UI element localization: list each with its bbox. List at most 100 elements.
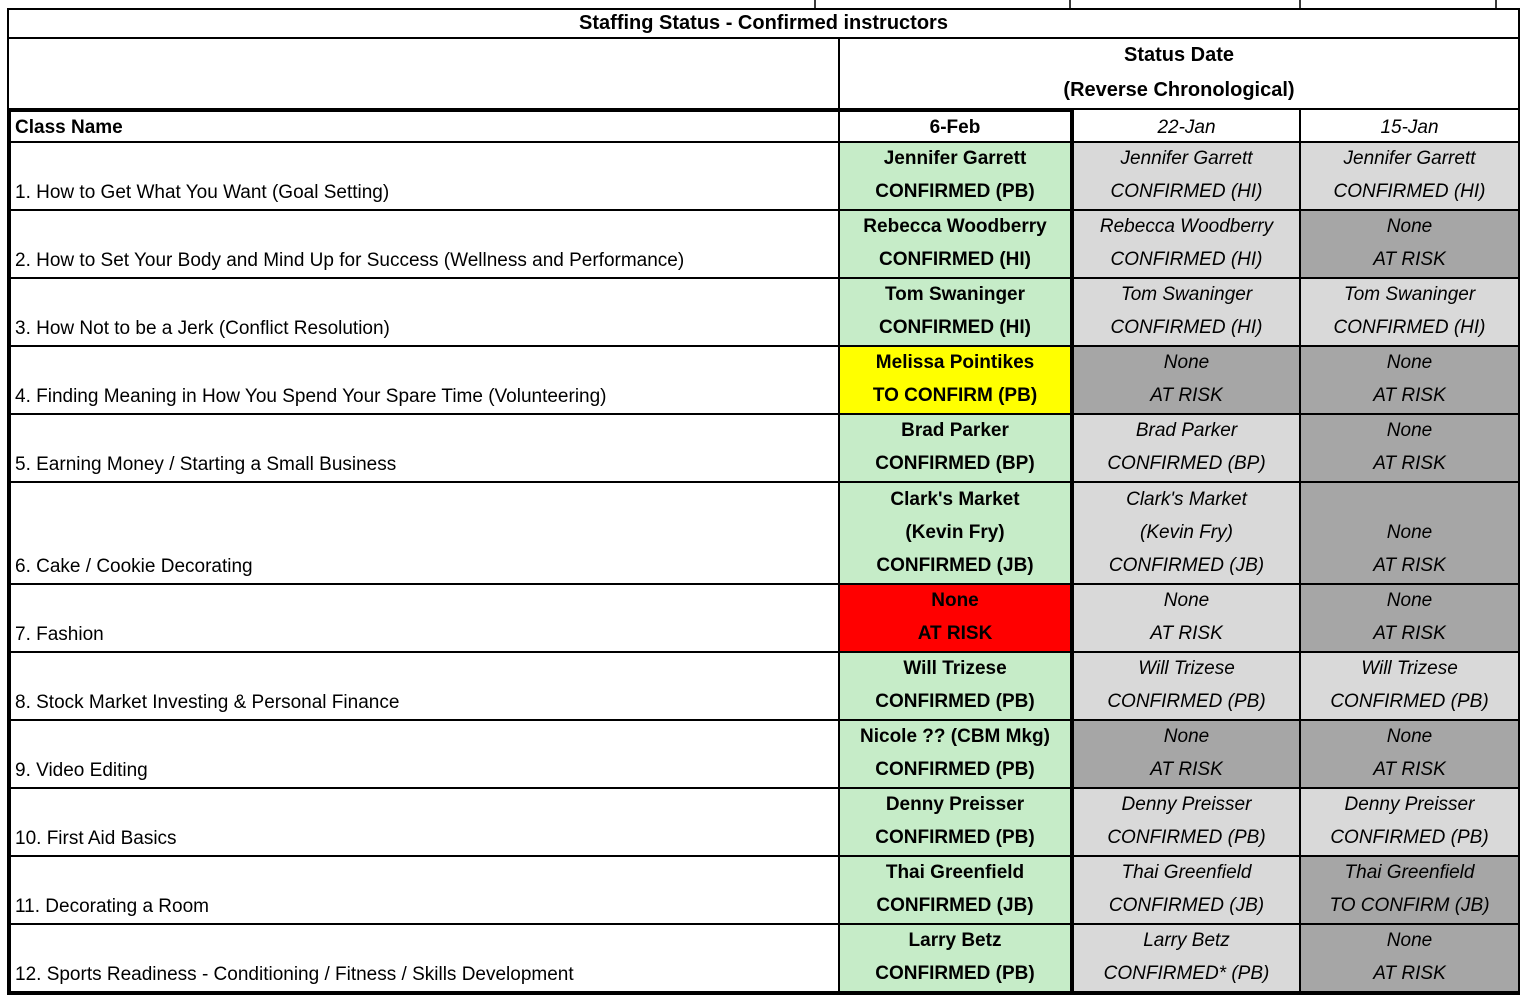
status-cell-15-jan[interactable]: None AT RISK	[1301, 483, 1518, 583]
class-name-cell[interactable]: 6. Cake / Cookie Decorating	[11, 483, 840, 583]
status-line: Brad Parker	[1135, 420, 1238, 441]
status-line: Clark's Market	[1126, 489, 1247, 510]
status-cell-22-jan[interactable]: Jennifer Garrett CONFIRMED (HI)	[1074, 143, 1301, 209]
table-title: Staffing Status - Confirmed instructors	[579, 12, 948, 34]
status-line: Jennifer Garrett	[883, 148, 1027, 169]
table-row: 6. Cake / Cookie Decorating Clark's Marke…	[11, 481, 1518, 583]
status-line: CONFIRMED (HI)	[1110, 317, 1263, 338]
status-line: Clark's Market	[890, 489, 1020, 510]
status-cell-15-jan[interactable]: None AT RISK	[1301, 585, 1518, 651]
status-cell-15-jan[interactable]: Thai Greenfield TO CONFIRM (JB)	[1301, 857, 1518, 923]
status-cell-15-jan[interactable]: None AT RISK	[1301, 347, 1518, 413]
status-line: AT RISK	[1373, 385, 1446, 406]
status-cell-22-jan[interactable]: Denny Preisser CONFIRMED (PB)	[1074, 789, 1301, 855]
status-line: CONFIRMED (HI)	[879, 249, 1031, 270]
class-name-cell[interactable]: 9. Video Editing	[11, 721, 840, 787]
date-header-6-feb[interactable]: 6-Feb	[840, 108, 1074, 141]
date-header-22-jan[interactable]: 22-Jan	[1074, 108, 1301, 141]
status-line: AT RISK	[1373, 623, 1446, 644]
status-cell-22-jan[interactable]: Larry Betz CONFIRMED* (PB)	[1074, 925, 1301, 991]
status-line: CONFIRMED (BP)	[1107, 453, 1266, 474]
status-line: None	[1163, 590, 1210, 611]
status-line: None	[1386, 590, 1433, 611]
gridline-stub	[814, 0, 816, 9]
status-line: CONFIRMED (PB)	[1330, 827, 1489, 848]
status-cell-6-feb[interactable]: Tom Swaninger CONFIRMED (HI)	[840, 279, 1074, 345]
status-cell-22-jan[interactable]: Brad Parker CONFIRMED (BP)	[1074, 415, 1301, 481]
status-cell-6-feb[interactable]: Thai Greenfield CONFIRMED (JB)	[840, 857, 1074, 923]
status-cell-22-jan[interactable]: Rebecca Woodberry CONFIRMED (HI)	[1074, 211, 1301, 277]
status-cell-6-feb[interactable]: Melissa Pointikes TO CONFIRM (PB)	[840, 347, 1074, 413]
status-cell-15-jan[interactable]: Will Trizese CONFIRMED (PB)	[1301, 653, 1518, 719]
status-line: Tom Swaninger	[1120, 284, 1253, 305]
status-cell-6-feb[interactable]: Brad Parker CONFIRMED (BP)	[840, 415, 1074, 481]
date-header-15-jan[interactable]: 15-Jan	[1301, 108, 1518, 141]
status-line: Tom Swaninger	[1343, 284, 1476, 305]
gridline-stub	[1299, 0, 1301, 9]
status-line: CONFIRMED (JB)	[1108, 895, 1265, 916]
status-line: CONFIRMED (PB)	[875, 963, 1035, 984]
status-date-header-cell[interactable]: Status Date (Reverse Chronological)	[840, 37, 1518, 108]
status-line: CONFIRMED (JB)	[876, 555, 1034, 576]
status-cell-15-jan[interactable]: Jennifer Garrett CONFIRMED (HI)	[1301, 143, 1518, 209]
status-line: Will Trizese	[1138, 658, 1235, 679]
status-line: CONFIRMED (PB)	[875, 827, 1035, 848]
class-name-cell[interactable]: 7. Fashion	[11, 585, 840, 651]
status-cell-22-jan[interactable]: None AT RISK	[1074, 721, 1301, 787]
status-line: CONFIRMED* (PB)	[1103, 963, 1270, 984]
status-cell-6-feb[interactable]: Clark's Market (Kevin Fry) CONFIRMED (JB)	[840, 483, 1074, 583]
status-line: TO CONFIRM (PB)	[872, 385, 1038, 406]
class-name-cell[interactable]: 11. Decorating a Room	[11, 857, 840, 923]
status-date-label: Status Date	[1123, 43, 1235, 66]
status-line: AT RISK	[1373, 759, 1446, 780]
class-name-cell[interactable]: 8. Stock Market Investing & Personal Fin…	[11, 653, 840, 719]
status-line: AT RISK	[1373, 453, 1446, 474]
status-cell-6-feb[interactable]: Nicole ?? (CBM Mkg) CONFIRMED (PB)	[840, 721, 1074, 787]
status-cell-15-jan[interactable]: None AT RISK	[1301, 925, 1518, 991]
class-name-header: Class Name	[15, 117, 123, 138]
status-line: Nicole ?? (CBM Mkg)	[860, 726, 1050, 747]
class-name-cell[interactable]: 3. How Not to be a Jerk (Conflict Resolu…	[11, 279, 840, 345]
status-cell-22-jan[interactable]: None AT RISK	[1074, 585, 1301, 651]
status-line: AT RISK	[1373, 555, 1446, 576]
class-name-cell[interactable]: 1. How to Get What You Want (Goal Settin…	[11, 143, 840, 209]
class-name-cell[interactable]: 10. First Aid Basics	[11, 789, 840, 855]
status-line: CONFIRMED (HI)	[1333, 181, 1486, 202]
class-name-header-cell[interactable]: Class Name	[11, 108, 840, 141]
status-line: Larry Betz	[1143, 930, 1230, 951]
status-cell-15-jan[interactable]: None AT RISK	[1301, 721, 1518, 787]
table-row: 2. How to Set Your Body and Mind Up for …	[11, 209, 1518, 277]
staffing-table: Class Name 6-Feb 22-Jan 15-Jan 1. How to…	[7, 108, 1520, 995]
status-cell-6-feb[interactable]: Rebecca Woodberry CONFIRMED (HI)	[840, 211, 1074, 277]
status-cell-15-jan[interactable]: None AT RISK	[1301, 415, 1518, 481]
status-line: Jennifer Garrett	[1343, 148, 1476, 169]
status-cell-6-feb[interactable]: None AT RISK	[840, 585, 1074, 651]
status-line: Denny Preisser	[885, 794, 1025, 815]
status-cell-22-jan[interactable]: Will Trizese CONFIRMED (PB)	[1074, 653, 1301, 719]
status-cell-15-jan[interactable]: Tom Swaninger CONFIRMED (HI)	[1301, 279, 1518, 345]
status-line: Will Trizese	[1361, 658, 1458, 679]
status-line: Larry Betz	[908, 930, 1002, 951]
status-cell-6-feb[interactable]: Denny Preisser CONFIRMED (PB)	[840, 789, 1074, 855]
status-cell-22-jan[interactable]: None AT RISK	[1074, 347, 1301, 413]
status-line: AT RISK	[1150, 623, 1223, 644]
status-cell-22-jan[interactable]: Thai Greenfield CONFIRMED (JB)	[1074, 857, 1301, 923]
class-name-cell[interactable]: 2. How to Set Your Body and Mind Up for …	[11, 211, 840, 277]
status-cell-22-jan[interactable]: Tom Swaninger CONFIRMED (HI)	[1074, 279, 1301, 345]
status-cell-6-feb[interactable]: Jennifer Garrett CONFIRMED (PB)	[840, 143, 1074, 209]
status-line: AT RISK	[1150, 759, 1223, 780]
status-cell-6-feb[interactable]: Larry Betz CONFIRMED (PB)	[840, 925, 1074, 991]
table-row: 4. Finding Meaning in How You Spend Your…	[11, 345, 1518, 413]
status-cell-22-jan[interactable]: Clark's Market (Kevin Fry) CONFIRMED (JB)	[1074, 483, 1301, 583]
empty-cell[interactable]	[9, 37, 840, 108]
status-cell-15-jan[interactable]: Denny Preisser CONFIRMED (PB)	[1301, 789, 1518, 855]
status-cell-6-feb[interactable]: Will Trizese CONFIRMED (PB)	[840, 653, 1074, 719]
gridline-stub	[1069, 0, 1071, 9]
status-line: CONFIRMED (PB)	[1107, 827, 1266, 848]
table-title-cell[interactable]: Staffing Status - Confirmed instructors	[7, 8, 1520, 39]
class-name-cell[interactable]: 4. Finding Meaning in How You Spend Your…	[11, 347, 840, 413]
status-line: None	[931, 590, 979, 611]
status-cell-15-jan[interactable]: None AT RISK	[1301, 211, 1518, 277]
class-name-cell[interactable]: 5. Earning Money / Starting a Small Busi…	[11, 415, 840, 481]
class-name-cell[interactable]: 12. Sports Readiness - Conditioning / Fi…	[11, 925, 840, 991]
